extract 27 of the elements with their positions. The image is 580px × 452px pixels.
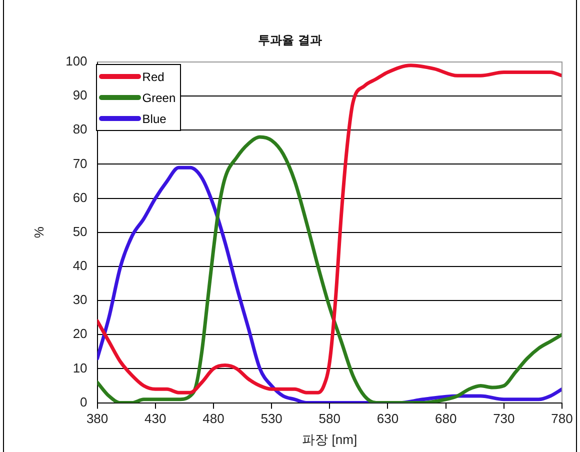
y-tick-label: 50 <box>72 224 88 239</box>
chart-title: 투과율 결과 <box>256 32 324 49</box>
y-axis-title: % <box>31 226 46 238</box>
x-tick-label: 730 <box>493 411 515 426</box>
x-tick-label: 580 <box>318 411 340 426</box>
y-tick-label: 90 <box>72 88 88 103</box>
x-tick-label: 780 <box>551 411 573 426</box>
line-series <box>97 64 562 394</box>
y-tick-label: 70 <box>72 156 88 171</box>
y-tick-label: 0 <box>80 394 88 410</box>
legend-label: Red <box>142 70 164 84</box>
x-tick-label: 680 <box>434 411 457 426</box>
y-tick-label: 60 <box>72 190 88 205</box>
x-tick-label: 430 <box>144 411 166 426</box>
y-tick-label: 30 <box>72 292 88 308</box>
x-tick-label: 530 <box>260 411 282 426</box>
y-tick-label: 40 <box>72 258 88 274</box>
x-tick-label: 380 <box>86 411 108 426</box>
legend-label: Blue <box>142 112 166 126</box>
y-tick-label: 100 <box>66 54 88 69</box>
y-tick-label: 20 <box>72 326 88 342</box>
y-tick-label: 80 <box>72 122 88 137</box>
legend-label: Green <box>142 90 176 104</box>
y-tick-label: 10 <box>72 360 88 376</box>
x-tick-label: 630 <box>376 411 399 426</box>
x-tick-label: 480 <box>202 411 224 426</box>
x-axis-title: 파장 [nm] <box>302 432 358 447</box>
